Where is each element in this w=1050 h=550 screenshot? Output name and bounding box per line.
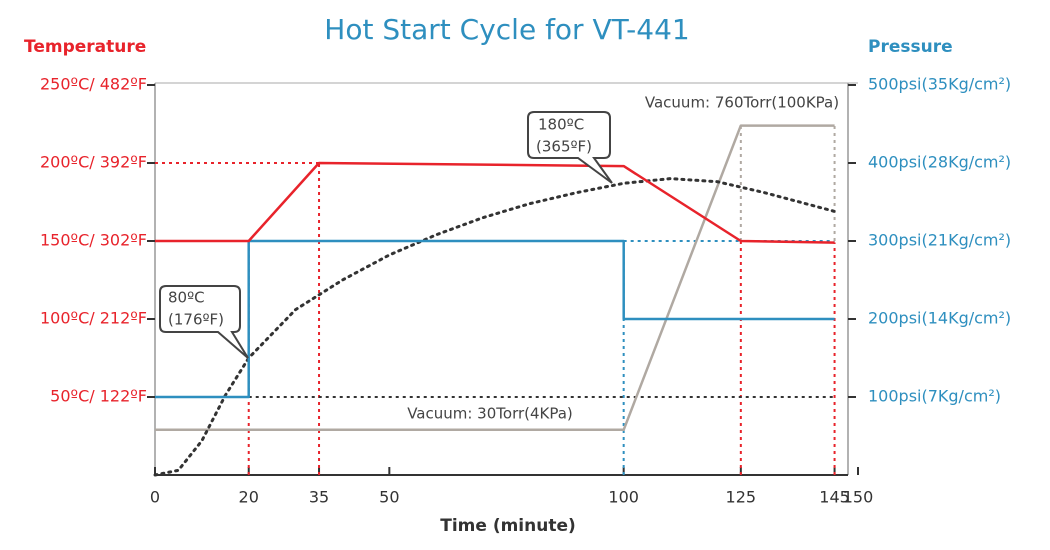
y-tick-label: 250ºC/ 482ºF bbox=[40, 75, 147, 94]
y-tick-label: 150ºC/ 302ºF bbox=[40, 231, 147, 250]
annotation: (176ºF) bbox=[168, 311, 224, 329]
series-line bbox=[155, 161, 835, 244]
y-axis-title: Temperature bbox=[24, 37, 146, 57]
annotation: (365ºF) bbox=[536, 138, 592, 156]
callout-box bbox=[527, 111, 613, 184]
annotation: 180ºC bbox=[538, 116, 584, 134]
x-tick-label: 20 bbox=[239, 488, 259, 507]
x-tick-label: 0 bbox=[150, 488, 160, 507]
annotation: Vacuum: 760Torr(100KPa) bbox=[645, 94, 839, 112]
x-tick-label: 150 bbox=[843, 488, 874, 507]
y-tick-label: 200ºC/ 392ºF bbox=[40, 153, 147, 172]
x-axis-title: Time (minute) bbox=[440, 516, 576, 536]
series-line bbox=[153, 177, 837, 477]
y-tick-label: 50ºC/ 122ºF bbox=[50, 387, 147, 406]
series-line bbox=[155, 239, 835, 399]
annotation: Vacuum: 30Torr(4KPa) bbox=[407, 405, 573, 423]
annotation: 80ºC bbox=[168, 289, 205, 307]
x-tick-label: 145 bbox=[819, 488, 850, 507]
chart-title: Hot Start Cycle for VT-441 bbox=[324, 13, 689, 46]
plot-area: 50ºC/ 122ºF 100ºC/ 212ºF 150ºC/ 302ºF 200ºC… bbox=[40, 75, 1011, 507]
callout: 180ºC (365ºF) bbox=[527, 111, 613, 184]
x-tick-label: 100 bbox=[608, 488, 639, 507]
y2-tick-label: 400psi(28Kg/cm²) bbox=[868, 153, 1011, 172]
x-tick-label: 125 bbox=[726, 488, 757, 507]
y2-tick-label: 300psi(21Kg/cm²) bbox=[868, 231, 1011, 250]
y2-tick-label: 200psi(14Kg/cm²) bbox=[868, 309, 1011, 328]
y2-tick-label: 100psi(7Kg/cm²) bbox=[868, 387, 1001, 406]
y2-tick-label: 500psi(35Kg/cm²) bbox=[868, 75, 1011, 94]
y-tick-label: 100ºC/ 212ºF bbox=[40, 309, 147, 328]
callout: 80ºC (176ºF) bbox=[159, 285, 249, 359]
callout-box bbox=[159, 285, 249, 359]
y2-axis-title: Pressure bbox=[868, 37, 953, 57]
x-tick-label: 35 bbox=[309, 488, 329, 507]
series-line bbox=[155, 124, 835, 432]
x-tick-label: 50 bbox=[379, 488, 399, 507]
